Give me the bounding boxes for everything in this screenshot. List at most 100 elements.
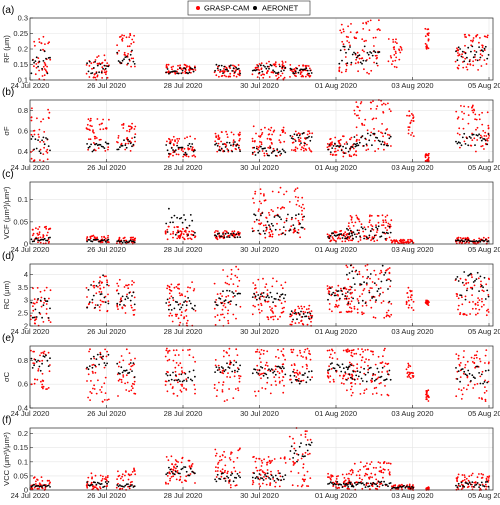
aeronet-point	[340, 483, 343, 486]
grasp-point	[297, 219, 300, 222]
grasp-point	[366, 473, 369, 476]
grasp-point	[328, 287, 331, 290]
grasp-point	[274, 315, 277, 318]
grasp-point	[222, 304, 225, 307]
aeronet-point	[177, 472, 180, 475]
grasp-point	[218, 381, 220, 384]
grasp-point	[175, 362, 178, 364]
aeronet-point	[236, 143, 239, 146]
aeronet-point	[261, 212, 264, 215]
grasp-point	[224, 306, 227, 309]
grasp-point	[461, 487, 464, 489]
aeronet-point	[132, 291, 135, 294]
aeronet-point	[294, 378, 297, 381]
aeronet-point	[333, 294, 336, 297]
grasp-point	[116, 141, 118, 143]
aeronet-point	[349, 46, 351, 48]
aeronet-point	[87, 238, 90, 241]
y-axis-label: σF	[2, 126, 11, 136]
grasp-point	[348, 310, 351, 313]
grasp-point	[299, 137, 302, 140]
aeronet-point	[165, 222, 168, 225]
aeronet-point	[41, 362, 43, 365]
aeronet-point	[226, 289, 228, 292]
grasp-point	[487, 311, 490, 313]
grasp-point	[371, 281, 374, 283]
grasp-point	[119, 477, 122, 480]
aeronet-point	[87, 70, 90, 73]
grasp-point	[134, 357, 136, 360]
aeronet-point	[340, 289, 343, 292]
grasp-point	[412, 241, 415, 244]
grasp-point	[455, 110, 458, 113]
grasp-point	[176, 142, 179, 144]
aeronet-point	[116, 302, 119, 305]
grasp-point	[374, 139, 376, 142]
grasp-point	[383, 148, 385, 151]
grasp-point	[180, 311, 183, 314]
aeronet-point	[226, 362, 228, 365]
grasp-point	[362, 22, 364, 25]
grasp-point	[107, 234, 109, 237]
aeronet-point	[127, 62, 129, 65]
aeronet-point	[121, 241, 124, 244]
grasp-point	[168, 292, 171, 295]
aeronet-point	[295, 214, 297, 217]
grasp-point	[261, 292, 263, 294]
aeronet-point	[466, 289, 468, 292]
aeronet-point	[297, 136, 300, 139]
grasp-point	[293, 363, 296, 365]
grasp-point	[103, 235, 105, 238]
grasp-point	[279, 457, 282, 460]
grasp-point	[279, 154, 281, 157]
grasp-point	[340, 31, 343, 34]
grasp-point	[392, 38, 394, 41]
grasp-point	[267, 475, 269, 478]
grasp-point	[294, 188, 297, 191]
x-tick-label: 03 Aug 2020	[391, 163, 433, 172]
grasp-point	[263, 458, 265, 461]
grasp-point	[301, 218, 304, 221]
grasp-point	[470, 474, 473, 477]
grasp-point	[380, 302, 383, 304]
grasp-point	[345, 310, 348, 313]
grasp-point	[222, 355, 225, 358]
aeronet-point	[331, 293, 333, 296]
aeronet-point	[301, 68, 304, 71]
aeronet-point	[476, 482, 479, 484]
grasp-point	[264, 126, 266, 129]
grasp-point	[94, 304, 97, 306]
grasp-point	[229, 360, 232, 362]
grasp-point	[251, 227, 254, 230]
grasp-point	[340, 23, 343, 26]
grasp-point	[273, 376, 276, 378]
grasp-point	[99, 356, 102, 358]
grasp-point	[269, 129, 272, 132]
grasp-point	[473, 383, 476, 386]
aeronet-point	[361, 482, 364, 484]
aeronet-point	[345, 51, 347, 54]
grasp-point	[387, 60, 390, 63]
aeronet-point	[341, 59, 343, 62]
aeronet-point	[224, 480, 227, 482]
aeronet-point	[360, 136, 362, 139]
grasp-point	[215, 466, 217, 469]
grasp-point	[342, 377, 344, 380]
grasp-point	[481, 44, 484, 47]
aeronet-point	[107, 353, 110, 356]
grasp-point	[177, 235, 180, 237]
grasp-point	[409, 377, 412, 379]
grasp-point	[169, 233, 172, 236]
aeronet-point	[191, 143, 194, 145]
grasp-point	[475, 313, 477, 316]
aeronet-point	[95, 483, 98, 486]
aeronet-point	[185, 153, 188, 156]
grasp-point	[484, 131, 487, 134]
aeronet-point	[107, 481, 110, 483]
grasp-point	[232, 283, 235, 285]
grasp-point	[474, 59, 477, 61]
aeronet-point	[366, 51, 369, 54]
grasp-point	[306, 439, 309, 441]
aeronet-point	[297, 312, 300, 314]
aeronet-point	[289, 374, 292, 377]
